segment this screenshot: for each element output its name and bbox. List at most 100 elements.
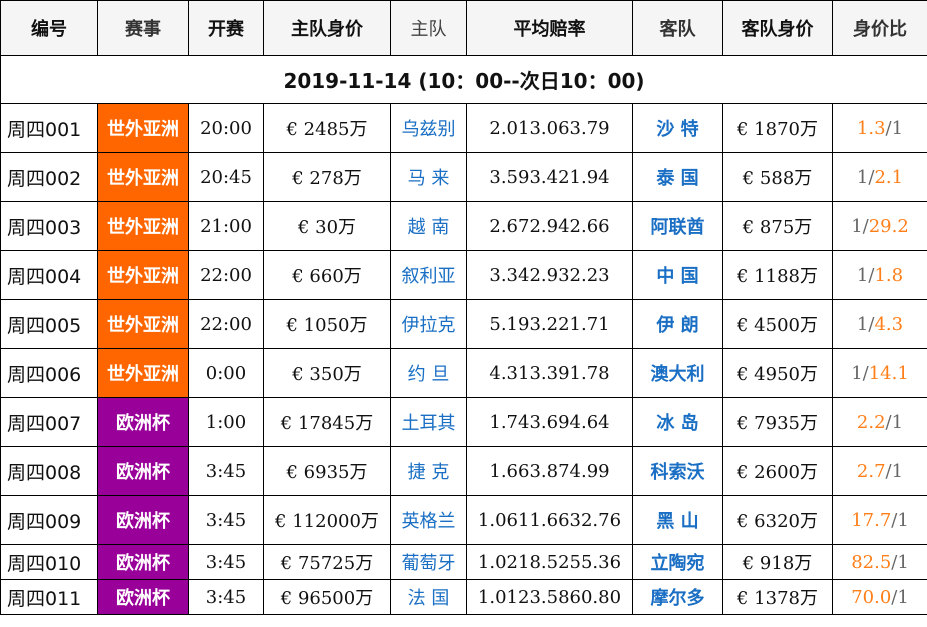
- away-value: € 4950万: [722, 348, 833, 398]
- value-ratio: 1/29.2: [832, 201, 927, 251]
- header-row: 编号 赛事 开赛 主队身价 主队 平均赔率 客队 客队身价 身价比: [0, 0, 927, 56]
- match-id: 周四011: [0, 579, 98, 615]
- ratio-home: 17.7: [851, 509, 892, 531]
- value-ratio: 17.7/1: [832, 495, 927, 545]
- table-row: 周四007 欧洲杯 1:00 € 17845万 土耳其 1.743.694.64 冰 岛 € …: [0, 397, 927, 447]
- away-team-link[interactable]: 阿联酋: [632, 201, 723, 251]
- ratio-away: 1.8: [874, 264, 904, 286]
- match-id: 周四002: [0, 152, 98, 202]
- table-row: 周四002 世外亚洲 20:45 € 278万马 来 3.593.421.94 泰 国 € …: [0, 152, 927, 202]
- average-odds: 3.342.932.23: [466, 250, 633, 300]
- date-row: 2019-11-14 (10：00--次日10：00): [0, 55, 927, 104]
- match-id: 周四004: [0, 250, 98, 300]
- home-team-link[interactable]: 法 国: [390, 579, 467, 615]
- table-row: 周四004 世外亚洲 22:00 € 660万 叙利亚 3.342.932.23 中 国 € …: [0, 250, 927, 300]
- ratio-away: 29.2: [868, 215, 909, 237]
- header-away-value: 客队身价: [722, 0, 833, 56]
- home-team-link[interactable]: 马 来: [390, 152, 467, 202]
- away-value: € 4500万: [722, 299, 833, 349]
- away-value: € 1188万: [722, 250, 833, 300]
- league-badge: 世外亚洲: [97, 299, 189, 349]
- value-ratio: 82.5/1: [832, 544, 927, 580]
- away-team-link[interactable]: 冰 岛: [632, 397, 723, 447]
- kickoff-time: 22:00: [188, 250, 264, 300]
- average-odds: 1.0218.5255.36: [466, 544, 633, 580]
- kickoff-time: 20:00: [188, 103, 264, 153]
- home-team-link[interactable]: 葡萄牙: [390, 544, 467, 580]
- kickoff-time: 20:45: [188, 152, 264, 202]
- home-team-link[interactable]: 叙利亚: [390, 250, 467, 300]
- average-odds: 1.0123.5860.80: [466, 579, 633, 615]
- average-odds: 1.0611.6632.76: [466, 495, 633, 545]
- value-ratio: 2.7/1: [832, 446, 927, 496]
- ratio-home: 1: [856, 166, 869, 188]
- home-team-link[interactable]: 捷 克: [390, 446, 467, 496]
- average-odds: 4.313.391.78: [466, 348, 633, 398]
- kickoff-time: 3:45: [188, 446, 264, 496]
- header-ratio: 身价比: [832, 0, 927, 56]
- ratio-separator: /: [885, 411, 892, 433]
- away-team-link[interactable]: 沙 特: [632, 103, 723, 153]
- ratio-home: 82.5: [851, 551, 892, 573]
- ratio-separator: /: [885, 460, 892, 482]
- value-ratio: 1/14.1: [832, 348, 927, 398]
- away-value: € 588万: [722, 152, 833, 202]
- home-team-link[interactable]: 越 南: [390, 201, 467, 251]
- match-id: 周四010: [0, 544, 98, 580]
- header-time: 开赛: [188, 0, 264, 56]
- header-odds: 平均赔率: [466, 0, 633, 56]
- table-row: 周四009 欧洲杯 3:45 € 112000万 英格兰 1.0611.6632.76 黑 …: [0, 495, 927, 545]
- home-value: € 2485万: [263, 103, 391, 153]
- away-team-link[interactable]: 立陶宛: [632, 544, 723, 580]
- ratio-separator: /: [868, 166, 875, 188]
- home-value: € 30万: [263, 201, 391, 251]
- table-row: 周四001 世外亚洲 20:00 € 2485万 乌兹别 2.013.063.79 沙 特 €…: [0, 103, 927, 153]
- away-team-link[interactable]: 澳大利: [632, 348, 723, 398]
- ratio-home: 1.3: [856, 117, 886, 139]
- away-value: € 875万: [722, 201, 833, 251]
- match-id: 周四008: [0, 446, 98, 496]
- match-id: 周四009: [0, 495, 98, 545]
- away-team-link[interactable]: 摩尔多: [632, 579, 723, 615]
- away-team-link[interactable]: 中 国: [632, 250, 723, 300]
- league-badge: 世外亚洲: [97, 348, 189, 398]
- home-value: € 75725万: [263, 544, 391, 580]
- ratio-separator: /: [885, 117, 892, 139]
- kickoff-time: 3:45: [188, 579, 264, 615]
- ratio-home: 2.2: [856, 411, 886, 433]
- average-odds: 1.663.874.99: [466, 446, 633, 496]
- table-row: 周四011 欧洲杯 3:45 € 96500万法 国 1.0123.5860.80 摩尔多…: [0, 579, 927, 615]
- ratio-separator: /: [862, 362, 869, 384]
- header-home-value: 主队身价: [263, 0, 391, 56]
- away-team-link[interactable]: 伊 朗: [632, 299, 723, 349]
- away-team-link[interactable]: 科索沃: [632, 446, 723, 496]
- average-odds: 1.743.694.64: [466, 397, 633, 447]
- ratio-away: 1: [897, 586, 909, 608]
- home-team-link[interactable]: 乌兹别: [390, 103, 467, 153]
- away-value: € 1378万: [722, 579, 833, 615]
- match-id: 周四007: [0, 397, 98, 447]
- home-team-link[interactable]: 英格兰: [390, 495, 467, 545]
- ratio-away: 1: [897, 509, 909, 531]
- kickoff-time: 21:00: [188, 201, 264, 251]
- header-id: 编号: [0, 0, 98, 56]
- away-value: € 1870万: [722, 103, 833, 153]
- away-team-link[interactable]: 泰 国: [632, 152, 723, 202]
- ratio-separator: /: [891, 551, 898, 573]
- home-team-link[interactable]: 土耳其: [390, 397, 467, 447]
- match-id: 周四003: [0, 201, 98, 251]
- away-team-link[interactable]: 黑 山: [632, 495, 723, 545]
- league-badge: 欧洲杯: [97, 397, 189, 447]
- league-badge: 欧洲杯: [97, 446, 189, 496]
- home-team-link[interactable]: 伊拉克: [390, 299, 467, 349]
- ratio-away: 2.1: [874, 166, 904, 188]
- ratio-separator: /: [868, 264, 875, 286]
- kickoff-time: 22:00: [188, 299, 264, 349]
- league-badge: 欧洲杯: [97, 579, 189, 615]
- home-value: € 6935万: [263, 446, 391, 496]
- ratio-separator: /: [891, 509, 898, 531]
- home-value: € 350万: [263, 348, 391, 398]
- value-ratio: 1/4.3: [832, 299, 927, 349]
- table-row: 周四003 世外亚洲 21:00 € 30万越 南 2.672.942.66 阿联酋 € 8…: [0, 201, 927, 251]
- home-team-link[interactable]: 约 旦: [390, 348, 467, 398]
